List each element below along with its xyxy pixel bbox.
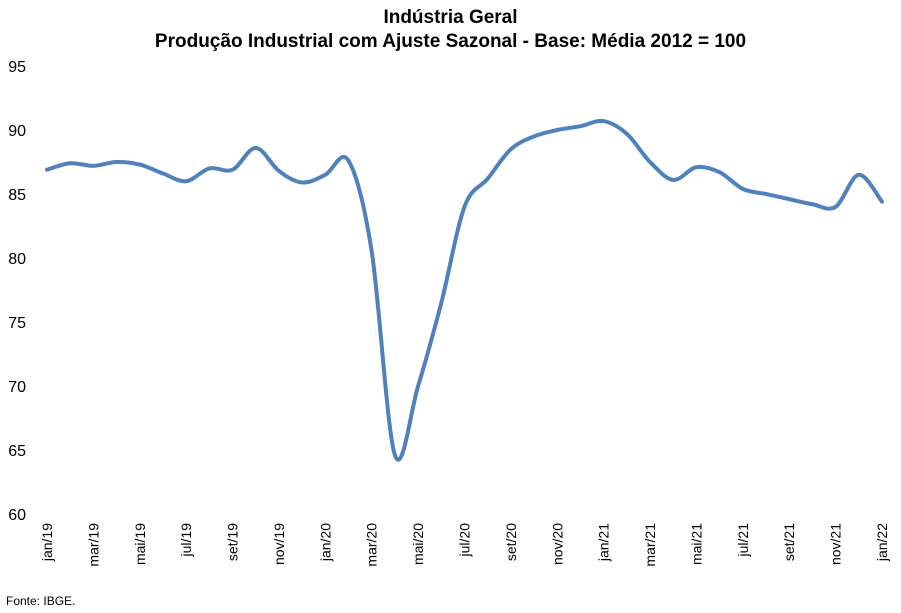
x-tick-label: mai/20 xyxy=(410,523,426,565)
y-axis: 60 65 70 75 80 85 90 95 xyxy=(8,59,26,524)
x-tick-label: nov/21 xyxy=(828,523,844,565)
y-tick-label: 95 xyxy=(8,59,26,76)
x-tick-label: nov/19 xyxy=(271,523,287,565)
x-axis: jan/19 mar/19 mai/19 jul/19 set/19 nov/19 jan/… xyxy=(39,523,890,567)
x-tick-label: mai/19 xyxy=(132,523,148,565)
x-tick-label: mai/21 xyxy=(688,523,704,565)
x-tick-label: jul/19 xyxy=(178,523,194,558)
y-tick-label: 65 xyxy=(8,443,26,460)
x-tick-label: jul/21 xyxy=(735,523,751,558)
x-tick-label: jan/22 xyxy=(874,523,890,562)
x-tick-label: mar/21 xyxy=(642,523,658,567)
x-tick-label: mar/20 xyxy=(364,523,380,567)
chart-title: Indústria Geral xyxy=(383,7,518,28)
x-tick-label: nov/20 xyxy=(549,523,565,565)
chart-subtitle: Produção Industrial com Ajuste Sazonal -… xyxy=(154,31,747,52)
series-layer xyxy=(45,118,884,462)
series-line xyxy=(45,118,884,462)
x-tick-label: jul/20 xyxy=(457,523,473,558)
y-tick-label: 90 xyxy=(8,123,26,140)
x-tick-label: set/19 xyxy=(225,523,241,561)
x-tick-label: jan/19 xyxy=(39,523,55,562)
y-tick-label: 80 xyxy=(8,251,26,268)
y-tick-label: 70 xyxy=(8,379,26,396)
x-tick-label: jan/20 xyxy=(317,523,333,562)
chart-title-block: Indústria Geral Produção Industrial com … xyxy=(0,6,901,54)
y-tick-label: 60 xyxy=(8,507,26,524)
x-tick-label: jan/21 xyxy=(596,523,612,562)
x-tick-label: set/20 xyxy=(503,523,519,561)
x-tick-label: set/21 xyxy=(781,523,797,561)
source-note: Fonte: IBGE. xyxy=(6,594,76,608)
y-tick-label: 85 xyxy=(8,187,26,204)
y-tick-label: 75 xyxy=(8,315,26,332)
x-tick-label: mar/19 xyxy=(85,523,101,567)
